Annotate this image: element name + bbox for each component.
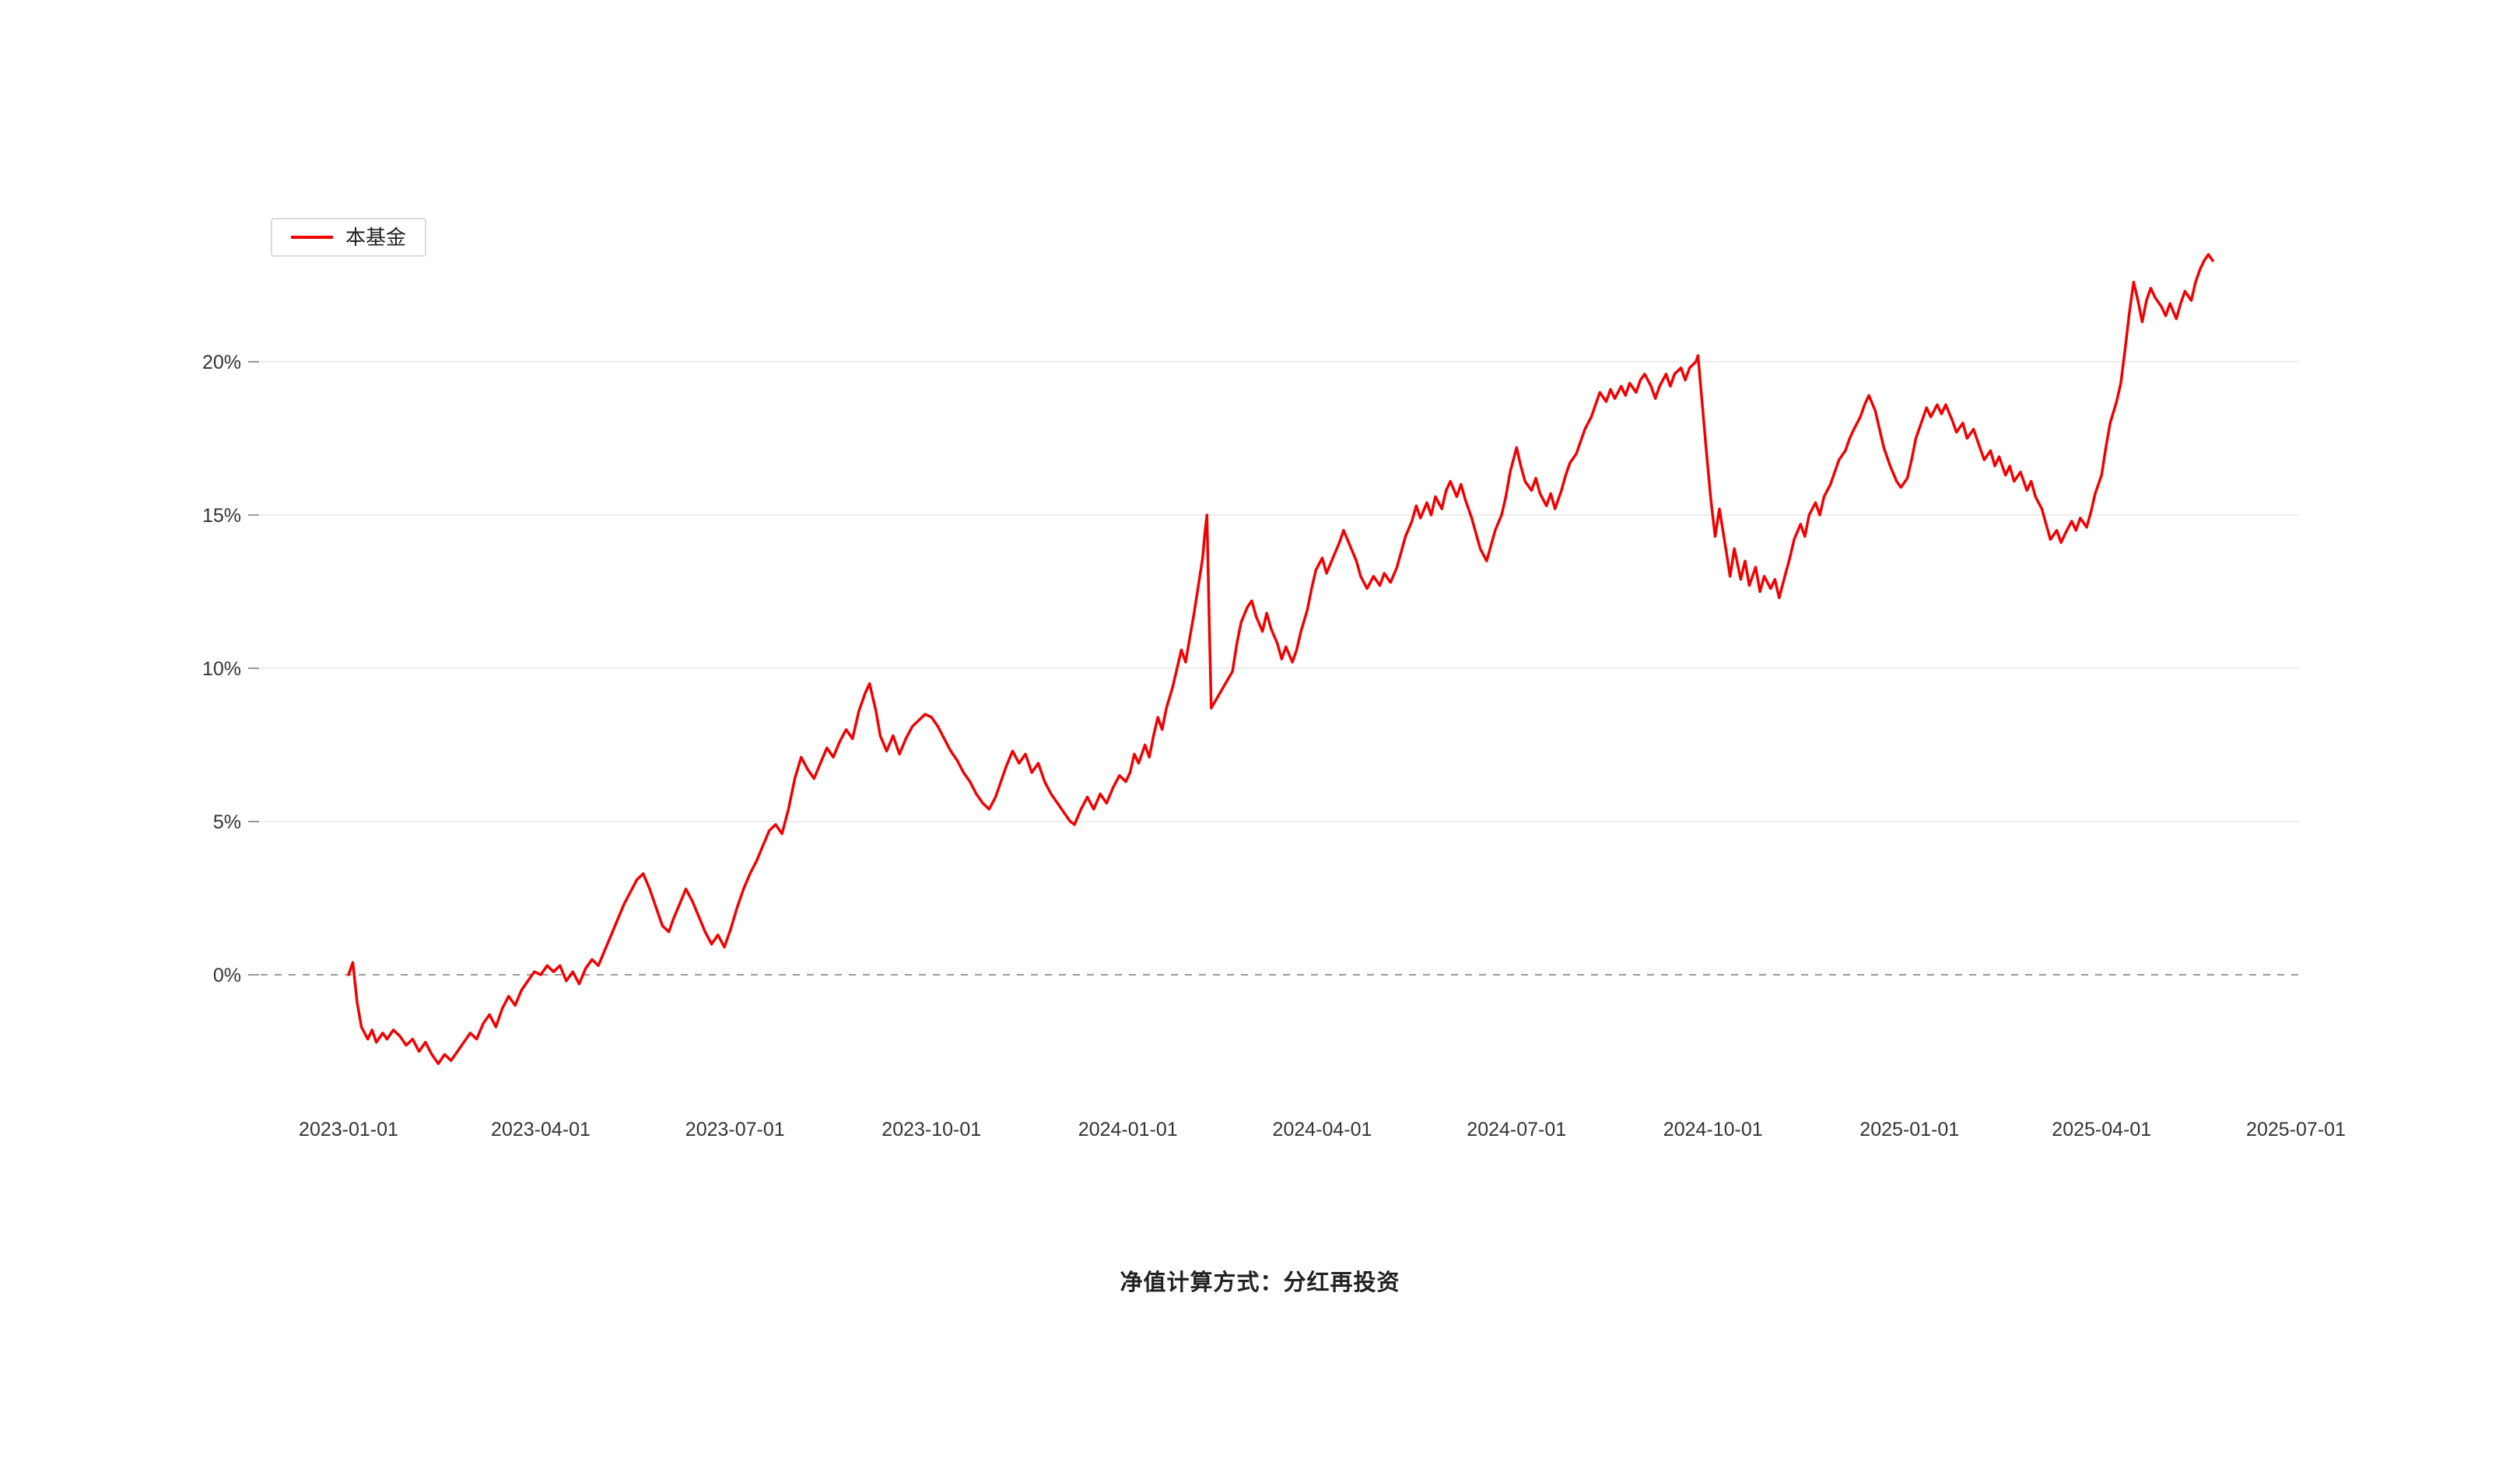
x-axis-label: 2025-04-01 bbox=[2052, 1119, 2151, 1140]
y-axis-label: 10% bbox=[202, 658, 241, 680]
fund-line-series bbox=[347, 253, 2214, 1066]
x-axis-label: 2023-01-01 bbox=[299, 1119, 398, 1140]
nav-calculation-note: 净值计算方式：分红再投资 bbox=[1120, 1270, 1400, 1295]
legend-label: 本基金 bbox=[345, 226, 407, 249]
x-axis-label: 2024-01-01 bbox=[1078, 1119, 1178, 1140]
x-axis-label: 2023-10-01 bbox=[881, 1119, 981, 1140]
x-axis-label: 2023-07-01 bbox=[685, 1119, 785, 1140]
y-axis-label: 20% bbox=[202, 352, 241, 373]
x-axis-label: 2025-01-01 bbox=[1859, 1119, 1959, 1140]
x-axis-label: 2025-07-01 bbox=[2246, 1119, 2346, 1140]
legend[interactable]: 本基金 bbox=[271, 218, 427, 257]
y-axis-label: 5% bbox=[213, 811, 241, 833]
x-axis-label: 2024-07-01 bbox=[1467, 1119, 1566, 1140]
y-axis-label: 0% bbox=[213, 965, 241, 986]
x-axis-label: 2024-04-01 bbox=[1273, 1119, 1372, 1140]
x-axis-label: 2023-04-01 bbox=[491, 1119, 591, 1140]
legend-line-swatch bbox=[291, 236, 333, 239]
x-axis-label: 2024-10-01 bbox=[1663, 1119, 1763, 1140]
y-axis-label: 15% bbox=[202, 505, 241, 527]
